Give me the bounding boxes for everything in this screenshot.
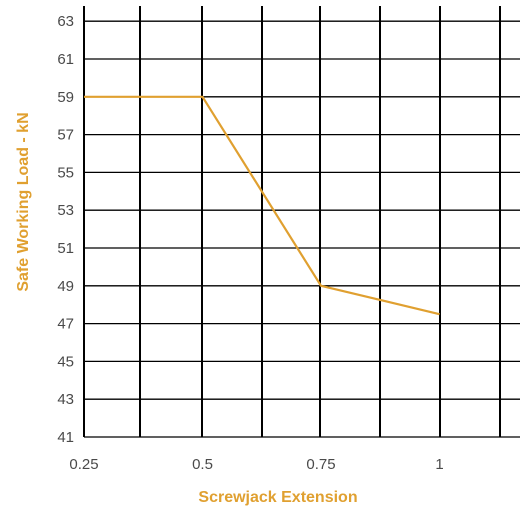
y-tick-label: 61 [57, 51, 74, 68]
y-tick-label: 45 [57, 353, 74, 370]
y-tick-label: 41 [57, 429, 74, 446]
y-tick-labels: 41 43 45 47 49 51 53 55 57 59 61 63 [57, 13, 74, 446]
y-tick-label: 53 [57, 202, 74, 219]
y-tick-label: 63 [57, 13, 74, 30]
x-tick-label: 0.25 [69, 456, 98, 473]
series-layer [83, 95, 440, 316]
x-tick-label: 0.5 [192, 456, 213, 473]
y-tick-label: 47 [57, 316, 74, 333]
series-line [84, 95, 440, 316]
x-tick-label: 1 [435, 456, 443, 473]
y-tick-label: 59 [57, 89, 74, 106]
y-tick-label: 51 [57, 240, 74, 257]
vertical-gridlines [83, 6, 501, 437]
horizontal-gridlines [84, 20, 520, 438]
y-tick-label: 43 [57, 391, 74, 408]
x-tick-labels: 0.25 0.5 0.75 1 [69, 456, 443, 473]
y-tick-label: 49 [57, 278, 74, 295]
y-tick-label: 57 [57, 127, 74, 144]
x-axis-title: Screwjack Extension [198, 489, 357, 506]
x-tick-label: 0.75 [306, 456, 335, 473]
y-axis-title: Safe Working Load - kN [15, 112, 32, 291]
y-tick-label: 55 [57, 164, 74, 181]
